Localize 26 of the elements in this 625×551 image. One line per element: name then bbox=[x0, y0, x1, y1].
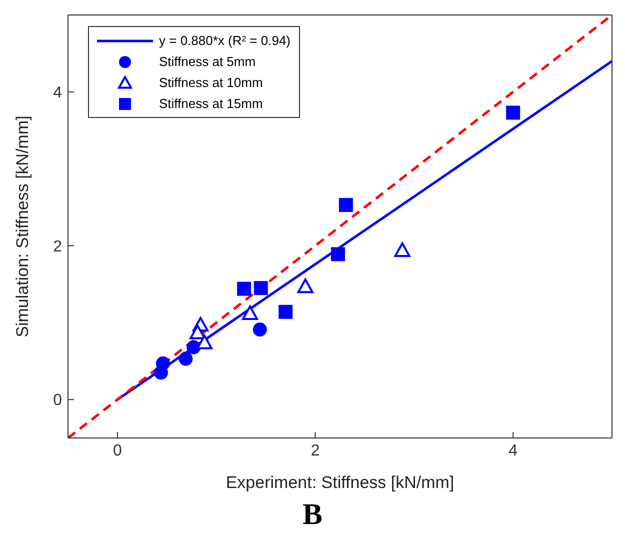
point bbox=[506, 106, 520, 120]
y-tick-label: 2 bbox=[53, 238, 62, 256]
text: B bbox=[301, 498, 324, 532]
x-axis-title: Experiment: Stiffness [kN/mm] bbox=[226, 473, 454, 492]
legend-label: Stiffness at 10mm bbox=[159, 75, 263, 90]
point bbox=[242, 305, 258, 320]
point bbox=[331, 247, 346, 262]
point bbox=[297, 278, 314, 294]
x-tick-label: 4 bbox=[508, 442, 518, 460]
legend-label: y = 0.880*x (R² = 0.94) bbox=[159, 33, 291, 48]
point bbox=[338, 198, 353, 212]
point bbox=[190, 324, 206, 340]
point bbox=[178, 352, 193, 366]
point bbox=[156, 356, 170, 370]
x-tick-label: 2 bbox=[310, 442, 320, 460]
point bbox=[252, 322, 267, 337]
x-tick-label: 0 bbox=[113, 442, 122, 460]
y-axis-title: Simulation: Stiffness [kN/mm] bbox=[13, 116, 32, 338]
y-tick-label: 0 bbox=[53, 392, 62, 410]
point bbox=[237, 282, 252, 296]
legend-label: Stiffness at 15mm bbox=[159, 96, 263, 111]
point bbox=[394, 242, 410, 257]
legend-label: Stiffness at 5mm bbox=[159, 54, 256, 69]
point bbox=[278, 304, 293, 319]
point bbox=[254, 281, 268, 296]
y-tick-label: 4 bbox=[53, 84, 62, 102]
